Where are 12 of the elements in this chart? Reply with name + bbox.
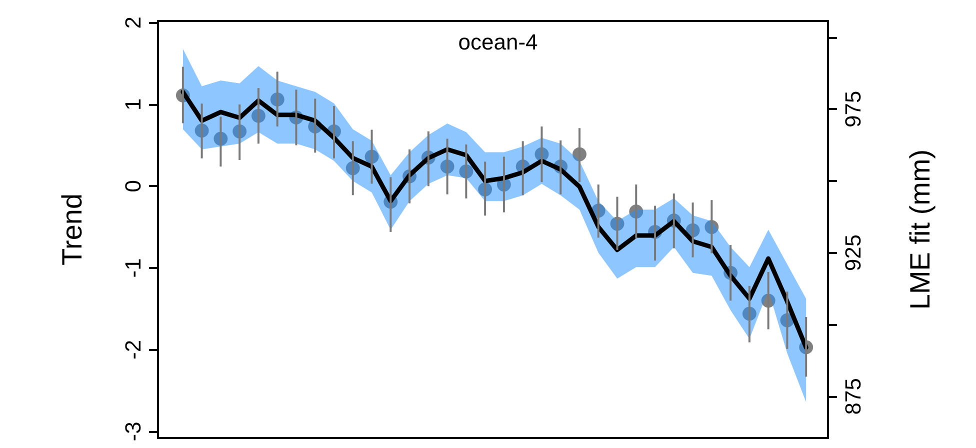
- y-axis-title: Trend: [56, 193, 88, 266]
- y-tick-label: 2: [120, 16, 146, 29]
- y2-tick-label: 975: [840, 90, 866, 128]
- chart-title: ocean-4: [458, 30, 538, 54]
- y2-tick-label: 875: [840, 378, 866, 415]
- y-tick-label: -2: [120, 340, 146, 360]
- y-tick-label: -1: [120, 258, 146, 278]
- y-tick-label: 1: [120, 98, 146, 111]
- y-tick-label: -3: [120, 422, 146, 442]
- y2-tick-label: 925: [840, 234, 866, 272]
- y-tick-label: 0: [120, 180, 146, 192]
- y2-axis-title: LME fit (mm): [904, 149, 936, 310]
